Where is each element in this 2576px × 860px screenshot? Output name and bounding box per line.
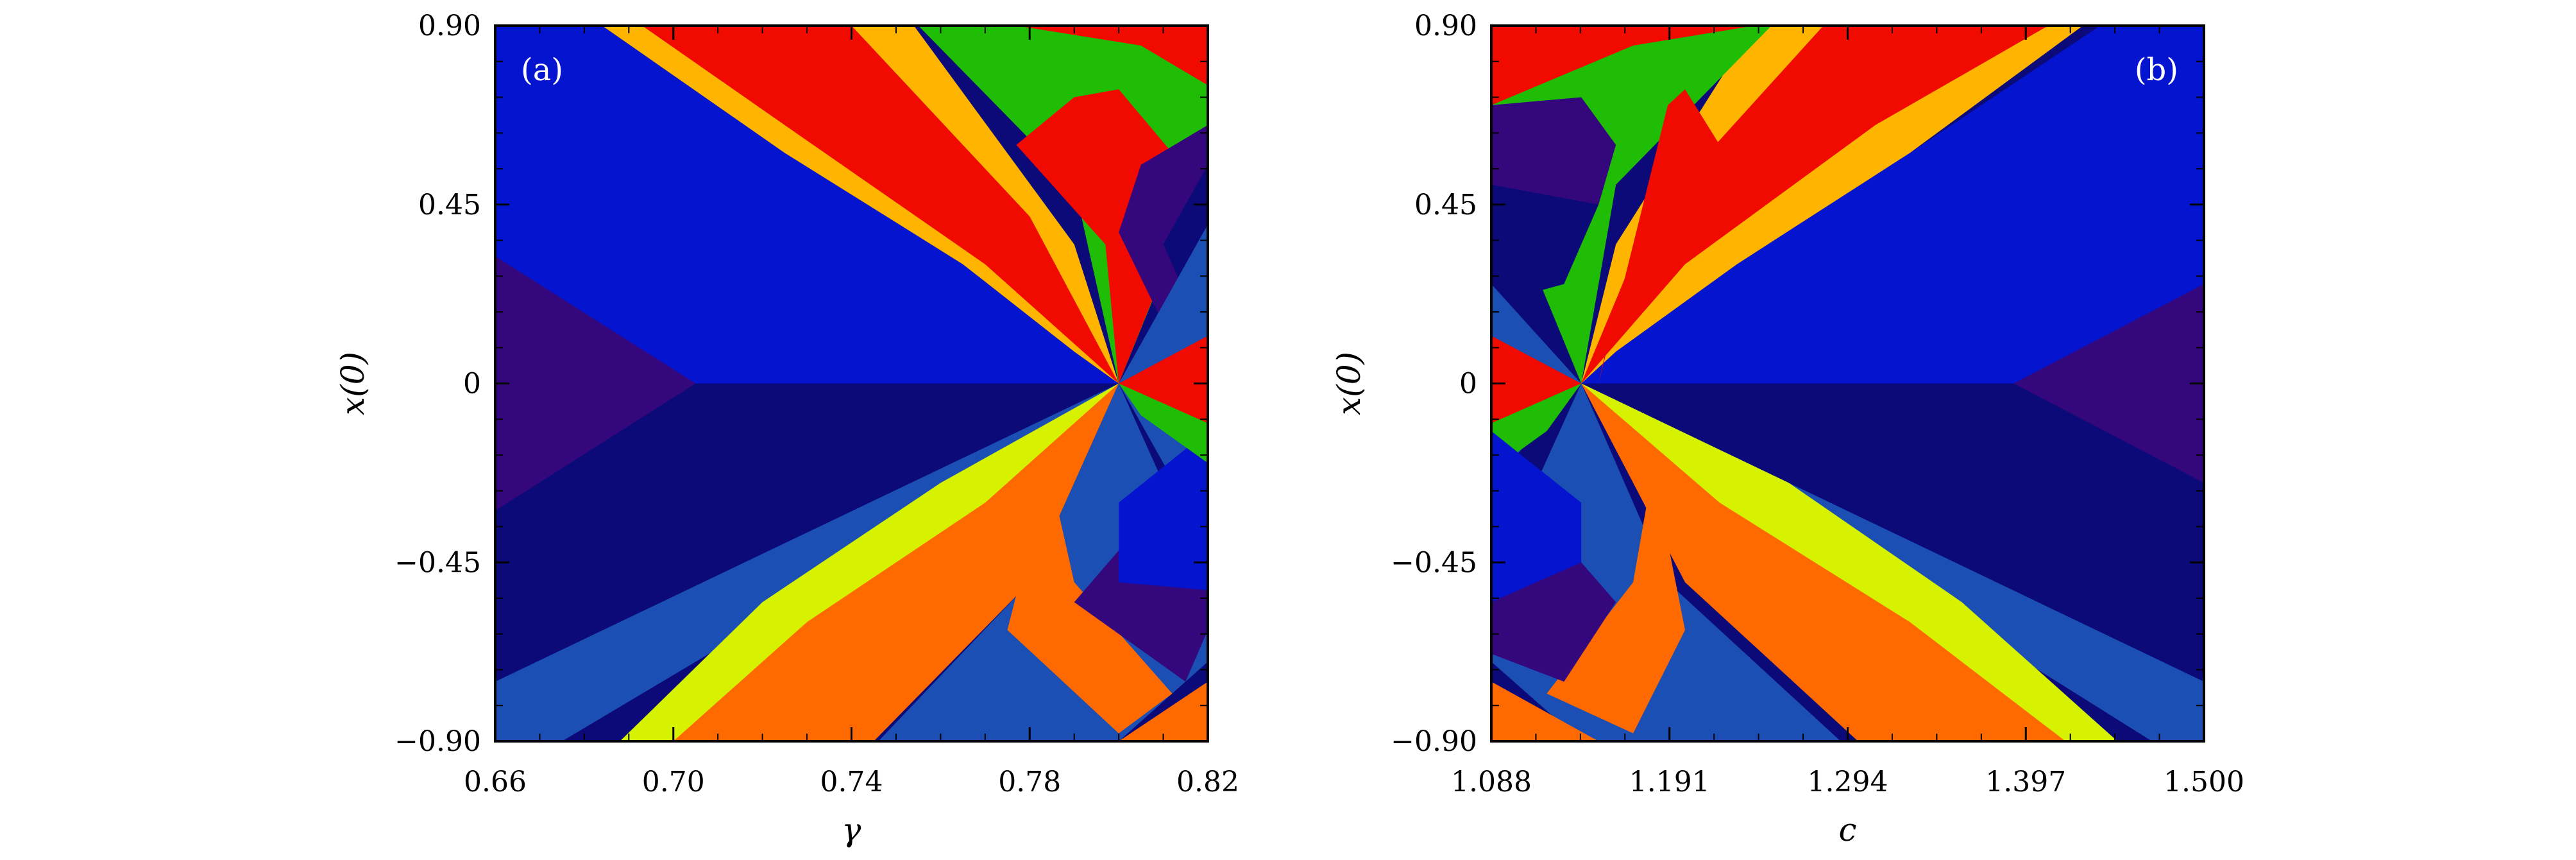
basin-region-orange-yellow	[1581, 26, 2083, 384]
basin-region-orange	[1546, 383, 1685, 734]
basin-region-orange	[1581, 383, 2066, 741]
x-tick-label: 1.088	[1451, 766, 1532, 798]
basin-region-red	[1491, 26, 1754, 105]
panel-label: (a)	[521, 52, 563, 88]
basin-region-red	[1598, 89, 1720, 384]
basin-region-yellow-green	[1581, 383, 2118, 741]
basin-region-red	[1016, 26, 1208, 85]
basin-region-purple	[1491, 562, 1616, 682]
x-tick-label: 0.70	[642, 766, 705, 798]
basin-region-green	[1119, 383, 1208, 463]
x-tick-label: 1.191	[1629, 766, 1710, 798]
basin-region-red	[642, 26, 1119, 384]
y-tick-label: 0.45	[418, 189, 481, 221]
x-axis-title: γ	[842, 811, 861, 848]
y-tick-label: 0	[463, 368, 481, 400]
basin-region-orange	[1007, 383, 1173, 734]
panel-a: 0.66 0.70 0.74 0.78 0.82 −0.90 −0.45 0 0.45 0.90 γ…	[334, 10, 1239, 848]
y-tick-label: −0.90	[1391, 725, 1477, 758]
x-tick-label: 1.500	[2164, 766, 2244, 798]
y-tick-label: 0.90	[1414, 10, 1477, 42]
x-tick-label: 0.74	[820, 766, 883, 798]
basin-region-purple	[2013, 284, 2204, 483]
y-tick-label: −0.90	[394, 725, 481, 758]
y-axis-title: x(0)	[334, 352, 371, 415]
x-axis-title: c	[1838, 811, 1856, 848]
basin-region-red	[1491, 336, 1582, 431]
basin-region-deep-navy	[1491, 184, 1599, 304]
panel-label: (b)	[2135, 52, 2178, 88]
plot-area	[1491, 26, 2204, 741]
y-tick-label: 0.45	[1414, 189, 1477, 221]
x-tick-label: 0.66	[464, 766, 527, 798]
x-tick-label: 1.294	[1808, 766, 1888, 798]
basin-region-blue	[1491, 431, 1582, 603]
basin-region-yellow-green	[620, 383, 1119, 741]
basin-region-orange-yellow	[602, 26, 1119, 384]
y-tick-label: 0	[1459, 368, 1477, 400]
basin-region-blue	[495, 26, 1119, 384]
basin-region-orange	[673, 383, 1119, 741]
basin-region-purple	[495, 256, 696, 511]
basin-region-blue	[1581, 26, 2204, 384]
basin-region-blue	[1119, 431, 1208, 590]
panel-b: 1.088 1.191 1.294 1.397 1.500 −0.90 −0.45 0 0.45…	[1330, 10, 2244, 848]
basin-region-orange	[1119, 682, 1208, 741]
x-tick-label: 1.397	[1985, 766, 2066, 798]
basin-region-orange	[1491, 682, 1599, 741]
y-tick-label: −0.45	[1391, 546, 1477, 579]
x-tick-label: 0.78	[998, 766, 1061, 798]
basin-region-purple	[1491, 97, 1616, 205]
y-axis-title: x(0)	[1330, 352, 1368, 415]
y-tick-label: 0.90	[418, 10, 481, 42]
basin-region-red	[1119, 336, 1208, 431]
x-tick-label: 0.82	[1176, 766, 1239, 798]
plot-area	[495, 26, 1208, 741]
y-tick-label: −0.45	[394, 546, 481, 579]
